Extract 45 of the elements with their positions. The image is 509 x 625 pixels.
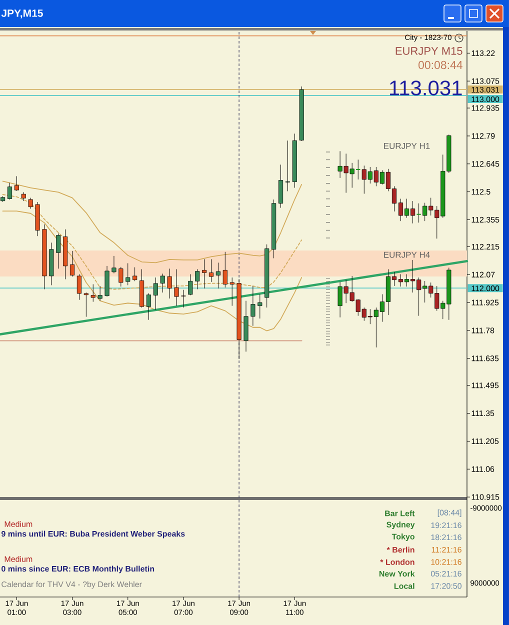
annotation: Bar Left (385, 510, 415, 516)
y-tick-label: 112.79 (472, 133, 495, 139)
annotation: 0 mins since EUR: ECB Monthly Bulletin (2, 566, 154, 574)
y-tick-label: 112.07 (472, 272, 495, 278)
annotation: Tokyo (392, 534, 414, 542)
y-tick-label: 111.78 (472, 328, 494, 334)
annotation: 17:20:50 (431, 583, 462, 589)
y-tick-label: 113.075 (472, 78, 500, 84)
annotation: EURJPY M15 (396, 47, 462, 55)
annotation: Medium (4, 556, 32, 562)
annotation: Calendar for THV V4 - ?by Derk Wehler (2, 581, 142, 589)
annotation: * Berlin (386, 546, 414, 553)
y-tick-label: 111.495 (472, 382, 499, 388)
annotation: 19:21:16 (431, 522, 462, 528)
y-tick-label: 111.205 (472, 438, 499, 444)
ref-line-label: 112.000 (472, 286, 500, 292)
y-tick-label: 112.5 (472, 188, 490, 195)
annotation: [08:44] (438, 510, 462, 518)
annotation: 113.031 (390, 80, 462, 96)
ref-line-label: 113.031 (472, 86, 500, 93)
y-tick-label: 112.935 (472, 105, 500, 111)
y-tick-label: 110.915 (472, 494, 500, 500)
annotation: 05:21:16 (430, 570, 462, 577)
y-tick-label: 111.35 (472, 410, 494, 416)
annotation: Medium (4, 521, 32, 527)
chart-title: JPY,M15 (1, 10, 43, 18)
annotation: 11:21:16 (432, 546, 462, 553)
text: EURJPY H4 (384, 252, 430, 258)
y-tick-label: 111.925 (472, 300, 499, 306)
annotation: 10:21:16 (431, 559, 462, 565)
y-tick-label: 112.355 (472, 216, 500, 223)
annotation: New York (379, 570, 415, 577)
annotation: * London (380, 559, 414, 565)
annotation: 18:21:16 (431, 534, 462, 540)
ref-line-label: 113.000 (472, 96, 500, 102)
text: EURJPY H1 (384, 143, 430, 149)
annotation: Sydney (386, 522, 415, 530)
y-tick-label: 113.22 (472, 50, 495, 56)
y-tick-label: 112.215 (472, 244, 500, 250)
annotation: 9 mins until EUR: Buba President Weber Speaks (1, 530, 185, 538)
y-tick-label: 111.06 (472, 466, 494, 472)
annotation: Local (394, 583, 414, 589)
annotation: 00:08:44 (418, 60, 462, 70)
y-tick-label: 111.635 (472, 356, 499, 362)
y-tick-label: 112.645 (472, 161, 500, 167)
